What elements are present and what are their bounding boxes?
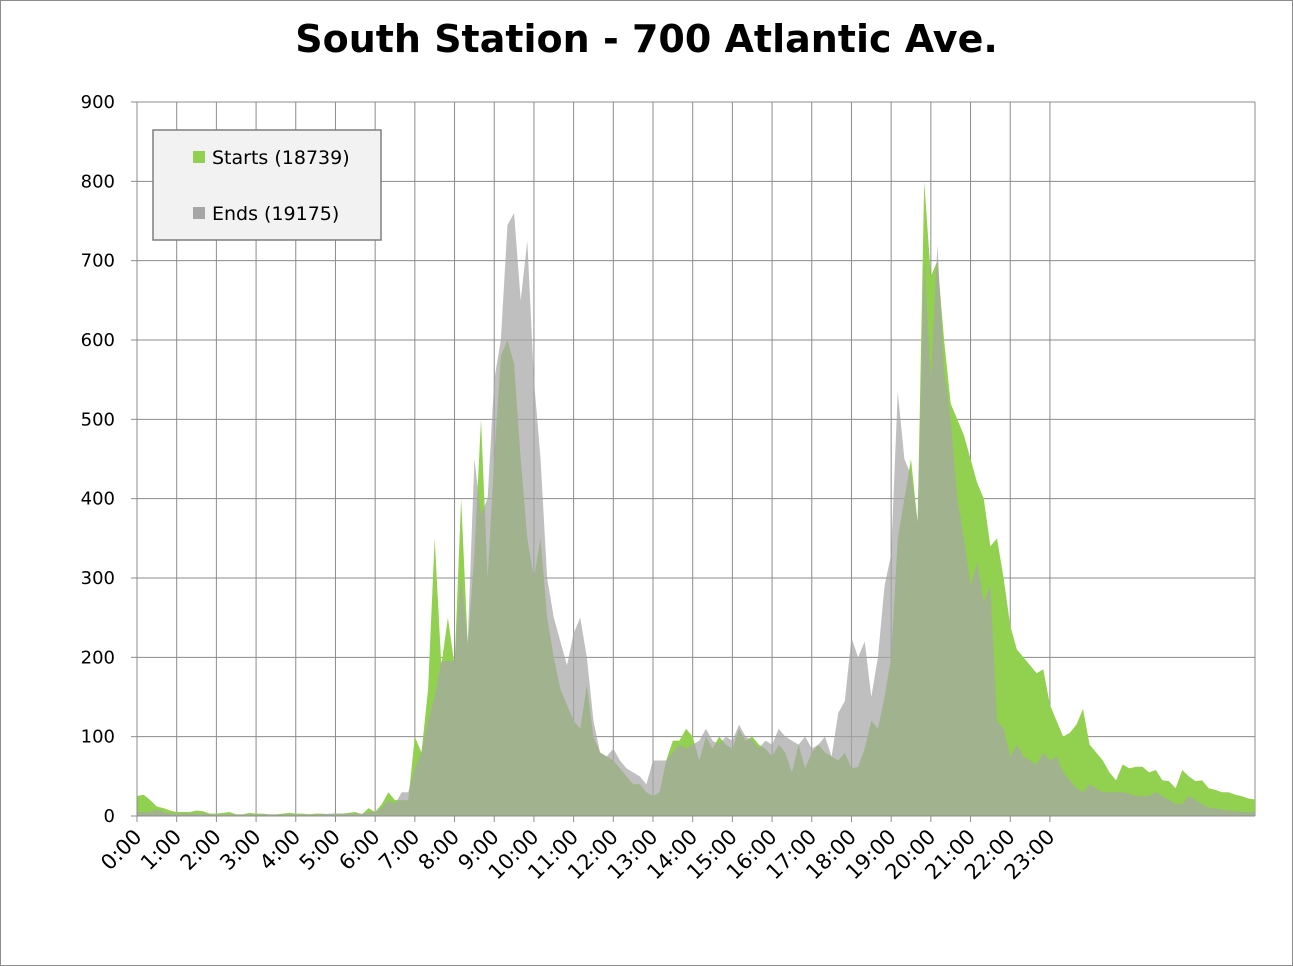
y-tick-label: 400	[81, 489, 115, 510]
y-tick-label: 600	[81, 330, 115, 351]
legend-box	[152, 129, 382, 241]
legend: Starts (18739) Ends (19175)	[152, 129, 382, 241]
x-tick-label: 5:00	[295, 825, 345, 875]
y-tick-label: 300	[81, 568, 115, 589]
x-tick-label: 6:00	[334, 825, 384, 875]
series-areas	[137, 181, 1255, 816]
x-tick-label: 1:00	[136, 825, 186, 875]
y-tick-label: 700	[81, 251, 115, 272]
x-tick-label: 2:00	[176, 825, 226, 875]
legend-swatch	[193, 207, 205, 219]
chart-title: South Station - 700 Atlantic Ave.	[295, 17, 998, 61]
legend-label: Ends (19175)	[212, 203, 339, 225]
x-tick-label: 3:00	[215, 825, 265, 875]
y-tick-label: 0	[104, 806, 115, 827]
y-tick-label: 100	[81, 727, 115, 748]
y-tick-label: 500	[81, 409, 115, 430]
y-tick-label: 800	[81, 171, 115, 192]
x-tick-label: 0:00	[96, 825, 146, 875]
y-tick-label: 900	[81, 92, 115, 113]
x-tick-label: 7:00	[374, 825, 424, 875]
x-tick-label: 4:00	[255, 825, 305, 875]
legend-label: Starts (18739)	[212, 147, 350, 169]
series-area-ends	[137, 213, 1255, 816]
x-tick-label: 8:00	[414, 825, 464, 875]
y-tick-label: 200	[81, 647, 115, 668]
legend-swatch	[193, 151, 205, 163]
